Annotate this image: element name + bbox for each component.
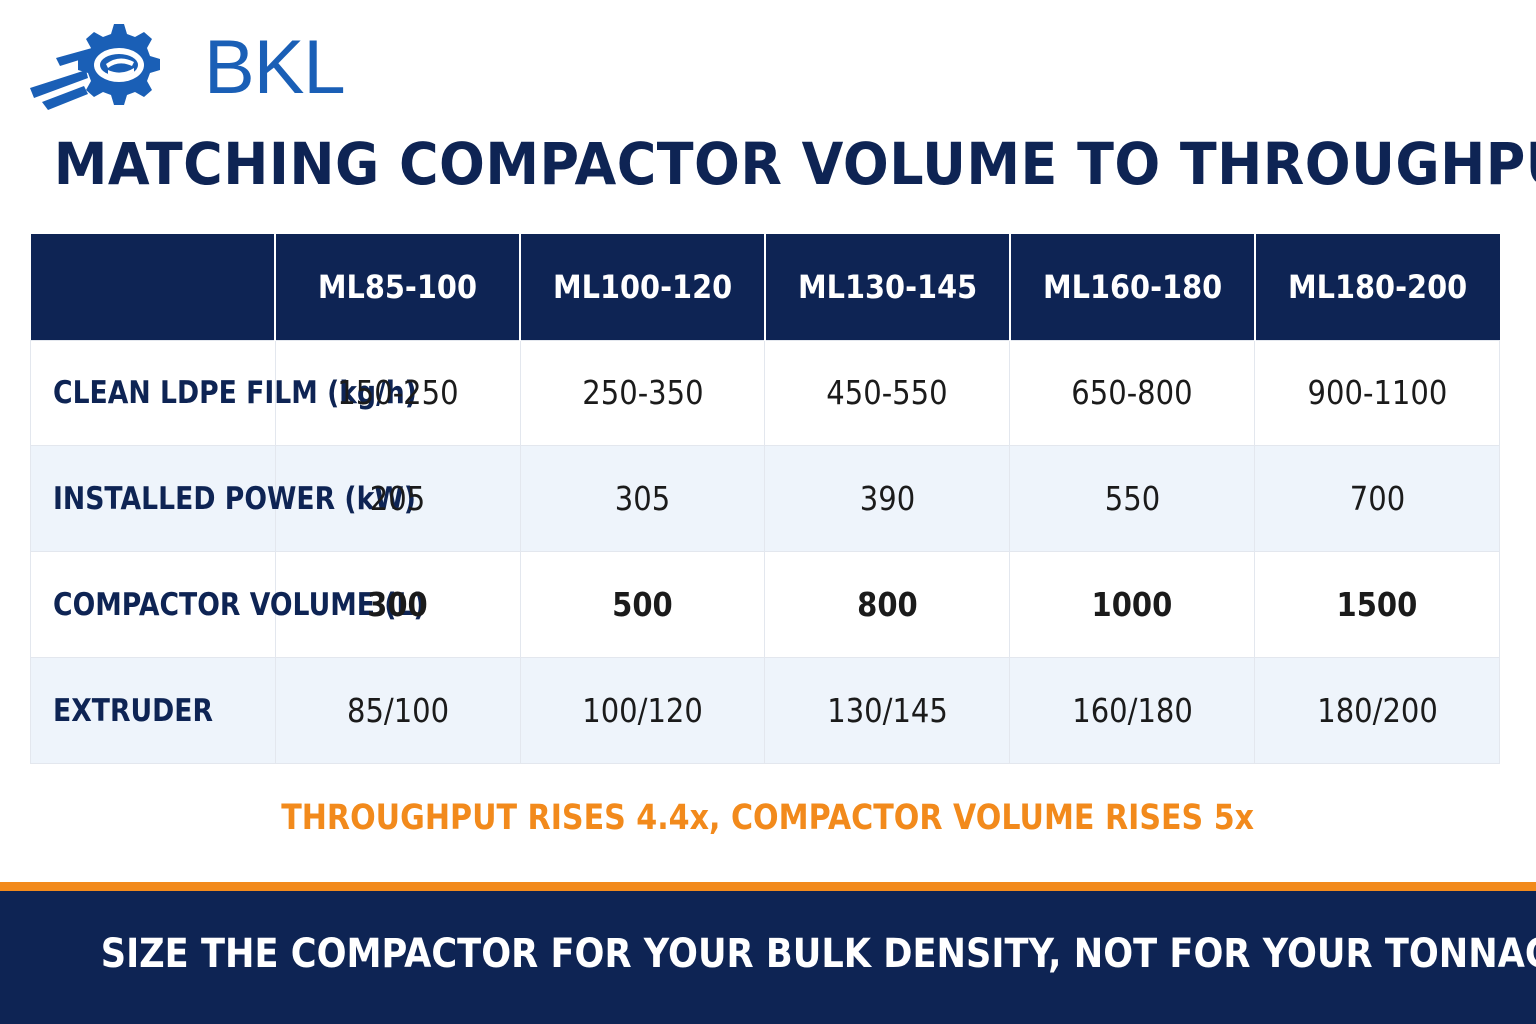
table-cell: 450-550 xyxy=(764,339,1011,447)
table-cell: 900-1100 xyxy=(1254,339,1500,447)
table-cell: 550 xyxy=(1009,445,1256,553)
spec-table: ML85-100 ML100-120 ML130-145 ML160-180 M… xyxy=(30,234,1500,764)
header-cell-model: ML130-145 xyxy=(763,234,1011,340)
row-label: CLEAN LDPE FILM (kg/h) xyxy=(30,339,417,447)
table-cell: 390 xyxy=(764,445,1011,553)
header-cell-empty xyxy=(30,234,277,340)
footer-tagline: SIZE THE COMPACTOR FOR YOUR BULK DENSITY… xyxy=(100,931,1536,977)
table-cell: 205 xyxy=(274,445,521,553)
header-cell-model: ML180-200 xyxy=(1253,234,1500,340)
brand-logo: BKL xyxy=(26,18,356,113)
table-row-extruder: EXTRUDER 85/100 100/120 130/145 160/180 … xyxy=(30,657,1500,764)
table-header-row: ML85-100 ML100-120 ML130-145 ML160-180 M… xyxy=(30,234,1500,340)
table-cell: 650-800 xyxy=(1009,339,1256,447)
table-cell: 150-250 xyxy=(274,339,521,447)
row-label: INSTALLED POWER (kW) xyxy=(30,445,416,553)
table-cell: 160/180 xyxy=(1009,657,1256,764)
model-label: ML130-145 xyxy=(797,267,977,306)
header-cell-model: ML160-180 xyxy=(1008,234,1256,340)
table-row-power: INSTALLED POWER (kW) 205 305 390 550 700 xyxy=(30,445,1500,553)
table-cell: 100/120 xyxy=(519,657,766,764)
table-cell: 180/200 xyxy=(1254,657,1500,764)
summary-note: THROUGHPUT RISES 4.4x, COMPACTOR VOLUME … xyxy=(281,798,1255,838)
model-label: ML180-200 xyxy=(1287,267,1468,306)
row-label: COMPACTOR VOLUME (L) xyxy=(30,551,426,659)
footer-accent-stripe xyxy=(0,882,1536,891)
table-cell: 130/145 xyxy=(764,657,1011,764)
table-cell: 1000 xyxy=(1009,551,1256,659)
table-row-throughput: CLEAN LDPE FILM (kg/h) 150-250 250-350 4… xyxy=(30,339,1500,447)
table-cell: 305 xyxy=(519,445,766,553)
footer-banner: SIZE THE COMPACTOR FOR YOUR BULK DENSITY… xyxy=(0,891,1536,1024)
table-cell: 300 xyxy=(274,551,521,659)
table-row-compactor-volume: COMPACTOR VOLUME (L) 300 500 800 1000 15… xyxy=(30,551,1500,659)
table-cell: 800 xyxy=(764,551,1011,659)
model-label: ML160-180 xyxy=(1042,267,1222,306)
brand-name: BKL xyxy=(204,25,346,110)
row-label: EXTRUDER xyxy=(30,657,276,764)
model-label: ML100-120 xyxy=(552,267,733,306)
gear-logo-icon xyxy=(30,24,160,110)
table-cell: 85/100 xyxy=(274,657,521,764)
header-cell-model: ML100-120 xyxy=(519,234,766,340)
model-label: ML85-100 xyxy=(318,267,478,306)
table-cell: 1500 xyxy=(1254,551,1500,659)
table-cell: 500 xyxy=(519,551,766,659)
header-cell-model: ML85-100 xyxy=(274,234,522,340)
table-cell: 700 xyxy=(1254,445,1500,553)
page-title: MATCHING COMPACTOR VOLUME TO THROUGHPUT xyxy=(53,130,1536,198)
table-cell: 250-350 xyxy=(519,339,766,447)
